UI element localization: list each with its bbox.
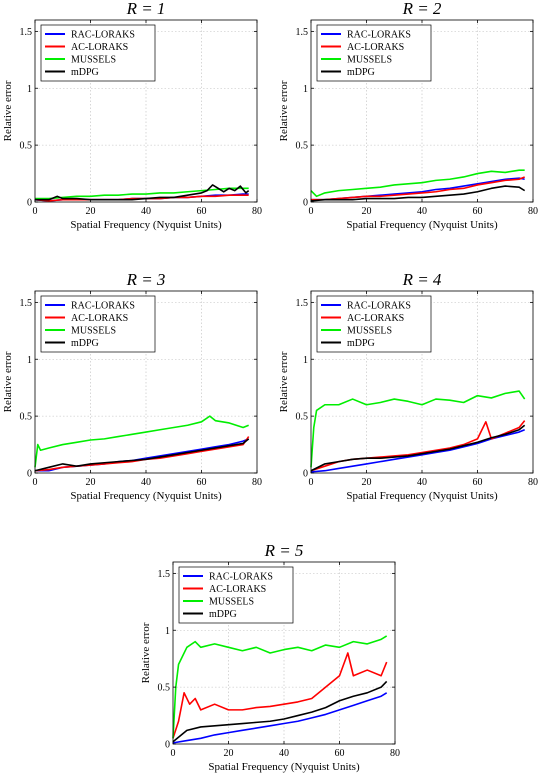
chart-title: R = 2 [402,0,442,18]
y-tick-label: 0 [165,740,170,751]
chart-panel-4: 0 20 40 60 80 0 0.5 1 1.5 R = 4 Spatial Frequency … [278,270,538,502]
legend-label-ac-loraks: AC-LORAKS [71,42,128,53]
legend-label-ac-loraks: AC-LORAKS [71,313,128,324]
x-tick-label: 80 [528,206,538,217]
y-tick-label: 1.5 [296,27,309,38]
series-line-mussels [310,390,526,468]
legend-label-ac-loraks: AC-LORAKS [347,42,404,53]
y-axis-label: Relative error [278,80,290,141]
legend-label-rac-loraks: RAC-LORAKS [71,30,135,41]
y-tick-label: 0 [27,469,32,480]
series-line-mussels [34,415,249,468]
legend-label-mussels: MUSSELS [71,55,116,66]
x-tick-label: 60 [473,477,483,488]
chart-title: R = 3 [126,270,166,289]
legend-label-mdpg: mDPG [209,609,237,620]
y-tick-label: 1 [303,84,308,95]
series-line-rac-loraks [172,692,388,744]
x-axis-label: Spatial Frequency (Nyquist Units) [70,219,222,231]
x-tick-label: 20 [362,206,372,217]
y-tick-label: 0.5 [158,683,171,694]
x-tick-label: 80 [390,748,400,759]
series-line-mdpg [310,424,526,472]
legend-label-mussels: MUSSELS [209,597,254,608]
y-axis-label: Relative error [278,351,290,412]
chart-panel-2: 0 20 40 60 80 0 0.5 1 1.5 R = 2 Spatial Frequency … [278,0,538,231]
x-tick-label: 0 [33,477,38,488]
x-tick-label: 40 [141,477,151,488]
y-tick-label: 0 [27,198,32,209]
series-line-mdpg [172,680,388,743]
y-tick-label: 0 [303,469,308,480]
x-tick-label: 80 [528,477,538,488]
y-tick-label: 0.5 [20,412,33,423]
y-axis-label: Relative error [140,622,152,683]
x-axis-label: Spatial Frequency (Nyquist Units) [346,490,498,502]
y-tick-label: 0.5 [296,141,309,152]
x-tick-label: 0 [309,477,314,488]
y-axis-label: Relative error [2,80,14,141]
chart-title: R = 1 [126,0,166,18]
x-tick-label: 40 [417,206,427,217]
x-axis-label: Spatial Frequency (Nyquist Units) [70,490,222,502]
x-tick-label: 40 [417,477,427,488]
x-tick-label: 80 [252,206,262,217]
series-line-mussels [172,635,388,739]
x-tick-label: 60 [473,206,483,217]
y-tick-label: 1 [165,626,170,637]
legend-label-mdpg: mDPG [347,338,375,349]
legend-label-rac-loraks: RAC-LORAKS [347,30,411,41]
y-tick-label: 1 [303,355,308,366]
legend-label-rac-loraks: RAC-LORAKS [347,301,411,312]
series-line-mdpg [34,438,250,472]
legend-label-mdpg: mDPG [71,67,99,78]
x-axis-label: Spatial Frequency (Nyquist Units) [208,761,360,773]
x-tick-label: 0 [171,748,176,759]
x-tick-label: 20 [86,206,96,217]
chart-panel-1: 0 20 40 60 80 0 0.5 1 1.5 R = 1 Spatial Frequency … [2,0,262,231]
y-tick-label: 0.5 [296,412,309,423]
legend-label-mdpg: mDPG [347,67,375,78]
legend-label-mussels: MUSSELS [347,55,392,66]
series-line-ac-loraks [172,652,388,739]
y-tick-label: 1 [27,355,32,366]
y-tick-label: 0 [303,198,308,209]
legend-label-mdpg: mDPG [71,338,99,349]
x-axis-label: Spatial Frequency (Nyquist Units) [346,219,498,231]
series-line-mdpg [310,185,526,202]
y-tick-label: 1.5 [20,27,33,38]
chart-title: R = 4 [402,270,442,289]
series-line-mussels [310,169,525,198]
x-tick-label: 80 [252,477,262,488]
legend-label-rac-loraks: RAC-LORAKS [209,572,273,583]
series-line-mdpg [35,184,250,201]
x-tick-label: 40 [141,206,151,217]
legend-label-ac-loraks: AC-LORAKS [347,313,404,324]
x-tick-label: 0 [309,206,314,217]
x-tick-label: 40 [279,748,289,759]
y-tick-label: 1.5 [158,569,171,580]
legend-label-mussels: MUSSELS [347,326,392,337]
series-line-ac-loraks [311,176,525,201]
x-tick-label: 20 [362,477,372,488]
legend-label-rac-loraks: RAC-LORAKS [71,301,135,312]
legend-label-ac-loraks: AC-LORAKS [209,584,266,595]
y-tick-label: 0.5 [20,141,33,152]
chart-panel-5: 0 20 40 60 80 0 0.5 1 1.5 R = 5 Spatial Frequency … [140,541,400,773]
x-tick-label: 60 [197,477,207,488]
chart-panel-3: 0 20 40 60 80 0 0.5 1 1.5 R = 3 Spatial Frequency … [2,270,262,502]
x-tick-label: 0 [33,206,38,217]
legend-label-mussels: MUSSELS [71,326,116,337]
x-tick-label: 60 [197,206,207,217]
y-tick-label: 1.5 [296,298,309,309]
x-tick-label: 20 [86,477,96,488]
y-tick-label: 1.5 [20,298,33,309]
x-tick-label: 60 [335,748,345,759]
chart-title: R = 5 [264,541,304,560]
x-tick-label: 20 [224,748,234,759]
y-tick-label: 1 [27,84,32,95]
y-axis-label: Relative error [2,351,14,412]
